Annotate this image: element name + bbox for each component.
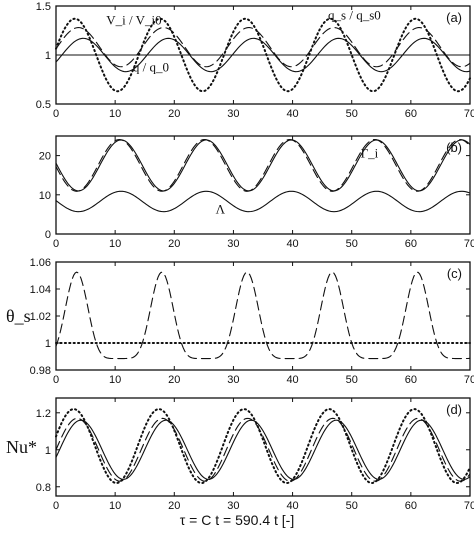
x-tick-label: 10 (109, 238, 121, 250)
plot-frame (55, 261, 471, 371)
y-tick-label: 10 (39, 190, 51, 202)
series-line-1 (55, 139, 471, 192)
series-line-3 (55, 419, 471, 480)
y-tick-label: 1 (45, 445, 51, 457)
x-tick-label: 70 (464, 500, 474, 512)
x-tick-label: 60 (405, 500, 417, 512)
series-line-1 (55, 17, 471, 93)
plot-frame (55, 135, 471, 235)
x-tick-label: 0 (53, 374, 59, 386)
panel-4: 0 10 20 30 40 50 60 70 0.8 1 1.2 Nu* (d) (6, 397, 474, 512)
series-line-2 (55, 417, 471, 482)
series-label: q_s / q_s0 (328, 8, 381, 23)
x-tick-label: 0 (53, 238, 59, 250)
y-tick-label: 1.2 (36, 408, 51, 420)
x-tick-label: 50 (346, 500, 358, 512)
series-label: V_i / V_i0 (106, 13, 161, 28)
y-tick-label: 20 (39, 151, 51, 163)
x-tick-label: 10 (109, 374, 121, 386)
y-axis-label: θ_s (6, 306, 31, 326)
panel-tag: (a) (446, 10, 462, 25)
panel-tag: (c) (447, 266, 462, 281)
y-tick-label: 0.98 (30, 365, 51, 377)
panel-tag: (b) (446, 140, 462, 155)
x-tick-label: 20 (168, 108, 180, 120)
x-tick-label: 30 (227, 374, 239, 386)
y-tick-label: 1 (45, 338, 51, 350)
x-tick-label: 40 (286, 238, 298, 250)
y-tick-label: 1 (45, 50, 51, 62)
y-tick-label: 0.5 (36, 99, 51, 111)
x-tick-label: 40 (286, 108, 298, 120)
x-tick-label: 50 (346, 374, 358, 386)
x-tick-label: 20 (168, 374, 180, 386)
x-tick-label: 60 (405, 108, 417, 120)
series-line-2 (55, 138, 471, 192)
x-tick-label: 10 (109, 108, 121, 120)
y-tick-label: 0.8 (36, 482, 51, 494)
y-tick-label: 0 (45, 229, 51, 241)
y-tick-label: 1.04 (30, 284, 51, 296)
x-tick-label: 30 (227, 238, 239, 250)
series-label: q / q_0 (133, 60, 169, 75)
panel-2: 0 10 20 30 40 50 60 70 0 10 20 (b) Γ_i Λ (39, 135, 474, 250)
series-line-1 (55, 271, 471, 360)
series-line-2 (55, 37, 471, 73)
x-tick-label: 0 (53, 108, 59, 120)
x-tick-label: 70 (464, 374, 474, 386)
x-tick-label: 40 (286, 374, 298, 386)
x-tick-label: 20 (168, 500, 180, 512)
x-tick-label: 70 (464, 238, 474, 250)
x-axis-title: τ = C t = 590.4 t [-] (179, 512, 295, 528)
x-tick-label: 30 (227, 108, 239, 120)
y-axis-label: Nu* (6, 437, 37, 457)
x-tick-label: 70 (464, 108, 474, 120)
panel-tag: (d) (446, 402, 462, 417)
series-line-1 (55, 408, 471, 485)
x-tick-label: 60 (405, 374, 417, 386)
x-tick-label: 50 (346, 108, 358, 120)
x-tick-label: 40 (286, 500, 298, 512)
series-label: Λ (216, 202, 226, 217)
series-label: Γ_i (361, 146, 379, 161)
panel-1: 0 10 20 30 40 50 60 70 0.5 1 1.5 (a) V_i / V_i0q / q… (36, 1, 474, 120)
y-tick-label: 1.06 (30, 257, 51, 269)
x-tick-label: 10 (109, 500, 121, 512)
x-tick-label: 0 (53, 500, 59, 512)
x-tick-label: 50 (346, 238, 358, 250)
panel-3: 0 10 20 30 40 50 60 70 0.98 1 1.02 1.04 1.06 θ_s (c) (6, 257, 474, 386)
y-tick-label: 1.02 (30, 311, 51, 323)
y-tick-label: 1.5 (36, 1, 51, 13)
plot-frame (55, 397, 471, 497)
series-line-3 (55, 190, 471, 213)
series-line-3 (55, 27, 471, 68)
x-tick-label: 20 (168, 238, 180, 250)
x-tick-label: 60 (405, 238, 417, 250)
x-tick-label: 30 (227, 500, 239, 512)
